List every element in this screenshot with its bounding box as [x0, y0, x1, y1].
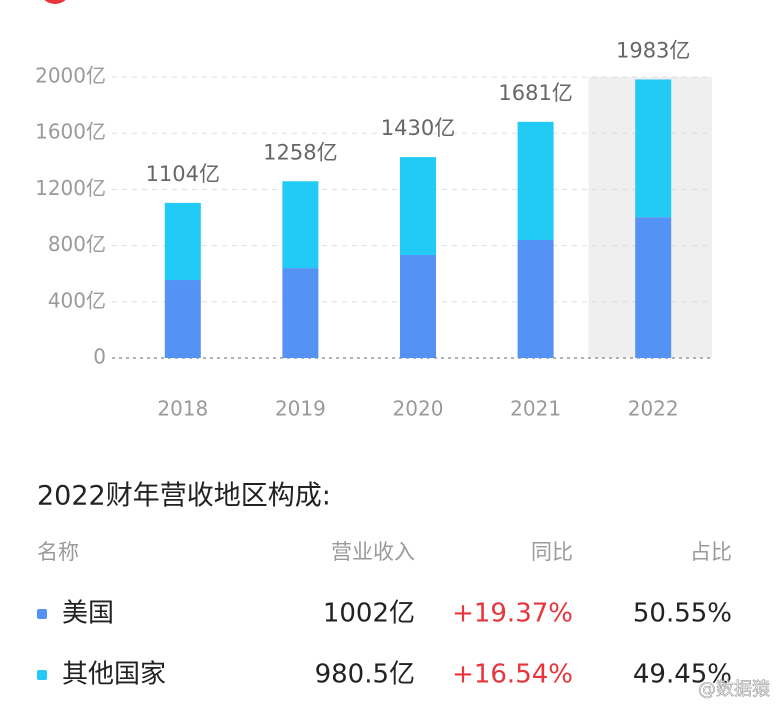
bar-segment — [517, 239, 554, 358]
header-name: 名称 — [37, 540, 79, 564]
bar-segment — [282, 181, 319, 269]
total-label: 1681亿 — [498, 81, 572, 105]
row-name: 美国 — [62, 599, 114, 629]
bar-segment — [400, 157, 436, 256]
header-share: 占比 — [690, 540, 732, 564]
bar-segment — [635, 79, 672, 218]
bar-segment — [164, 202, 201, 281]
total-label: 1983亿 — [616, 38, 690, 62]
y-tick-label: 2000亿 — [35, 64, 106, 88]
y-tick-label: 1200亿 — [35, 176, 106, 200]
row-share: 50.55% — [633, 599, 732, 629]
y-tick-label: 1600亿 — [35, 120, 106, 144]
y-tick-label: 0 — [93, 345, 106, 369]
bar-segment — [164, 280, 201, 358]
watermark: @数据猿 — [698, 679, 770, 700]
legend-swatch — [37, 609, 47, 619]
app-icon — [44, 0, 66, 4]
header-revenue: 营业收入 — [331, 540, 415, 564]
total-label: 1258亿 — [263, 140, 337, 164]
total-label: 1104亿 — [146, 162, 220, 186]
y-tick-label: 400亿 — [48, 288, 106, 312]
bar-segment — [282, 268, 319, 358]
row-name: 其他国家 — [62, 660, 166, 690]
bar-segment — [517, 121, 554, 240]
row-yoy: +19.37% — [452, 599, 573, 629]
x-tick-label: 2018 — [157, 397, 208, 421]
header-yoy: 同比 — [531, 540, 573, 564]
x-tick-label: 2021 — [510, 397, 561, 421]
row-revenue: 980.5亿 — [315, 660, 415, 690]
row-revenue: 1002亿 — [323, 599, 415, 629]
y-tick-label: 800亿 — [48, 232, 106, 256]
legend-swatch — [37, 670, 47, 680]
total-label: 1430亿 — [381, 116, 455, 140]
row-share: 49.45% — [633, 660, 732, 690]
x-tick-label: 2020 — [393, 397, 444, 421]
x-tick-label: 2022 — [628, 397, 679, 421]
row-yoy: +16.54% — [452, 660, 573, 690]
table-title: 2022财年营收地区构成: — [37, 481, 331, 512]
bar-segment — [400, 255, 436, 358]
x-tick-label: 2019 — [275, 397, 326, 421]
bar-segment — [635, 217, 672, 358]
